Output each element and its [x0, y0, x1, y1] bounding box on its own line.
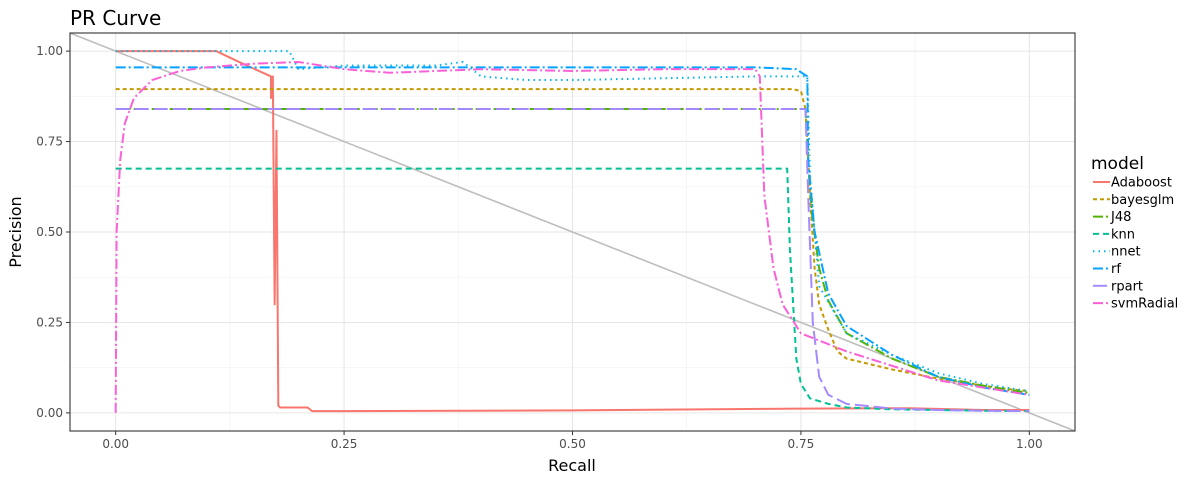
x-tick-label: 0.25: [331, 437, 358, 451]
x-tick-label: 0.50: [559, 437, 586, 451]
reference-diagonal-line: [70, 33, 1075, 431]
legend-item-adaboost: Adaboost: [1093, 176, 1172, 191]
x-axis-title: Recall: [548, 456, 596, 475]
legend-label: rpart: [1111, 279, 1143, 294]
x-tick-label: 0.00: [102, 437, 129, 451]
legend-item-rpart: rpart: [1093, 279, 1143, 294]
legend-item-nnet: nnet: [1093, 245, 1141, 260]
y-tick-label: 1.00: [36, 44, 63, 58]
y-axis-title: Precision: [6, 196, 25, 267]
legend-item-svmradial: svmRadial: [1093, 297, 1178, 312]
legend-label: rf: [1111, 262, 1121, 277]
legend-label: Adaboost: [1111, 176, 1172, 191]
y-tick-label: 0.25: [36, 315, 63, 329]
series-line-knn: [115, 167, 1030, 413]
chart-title: PR Curve: [70, 6, 161, 30]
legend-label: knn: [1111, 227, 1135, 242]
x-tick-label: 0.75: [788, 437, 815, 451]
plot-panel: 0.00 0.25 0.50 0.75 1.00 0.00 0.25 0.50 0.75 1.00: [36, 32, 1076, 451]
legend-label: J48: [1110, 210, 1131, 225]
y-tick-label: 0.75: [36, 135, 63, 149]
legend-label: nnet: [1111, 245, 1141, 260]
legend: model Adaboost bayesglm J48 knn nnet rf rpart s…: [1091, 154, 1178, 312]
y-tick-label: 0.00: [36, 406, 63, 420]
legend-item-j48: J48: [1093, 210, 1131, 225]
legend-label: svmRadial: [1111, 297, 1178, 312]
series-line-svmradial: [114, 60, 1030, 413]
series-line-nnet: [115, 50, 1030, 393]
series-line-rpart: [115, 107, 1030, 413]
x-tick-label: 1.00: [1016, 437, 1043, 451]
legend-item-knn: knn: [1093, 227, 1135, 242]
series-line-rf: [115, 66, 1030, 396]
legend-item-bayesglm: bayesglm: [1093, 193, 1174, 208]
y-tick-label: 0.50: [36, 225, 63, 239]
legend-title: model: [1091, 154, 1144, 174]
series-line-adaboost: [115, 50, 1030, 413]
legend-item-rf: rf: [1093, 262, 1121, 277]
legend-label: bayesglm: [1111, 193, 1174, 208]
